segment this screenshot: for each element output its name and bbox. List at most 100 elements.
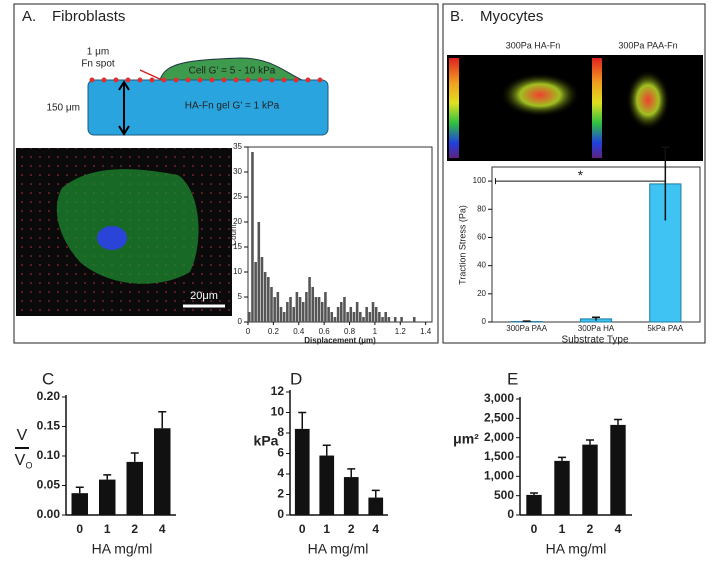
bar (526, 494, 542, 515)
histogram-bar (352, 312, 356, 322)
histogram-bar (317, 297, 321, 322)
heat-region (500, 73, 580, 117)
histogram-bar (279, 307, 283, 322)
y-tick-label: 0 (482, 317, 487, 326)
panel-a-frame (13, 3, 439, 344)
histogram-bar (336, 307, 340, 322)
y-tick-label: 60 (477, 233, 486, 242)
fn-spot (101, 77, 107, 83)
y-tick-label: 25 (233, 192, 242, 201)
histogram-bar (289, 297, 292, 322)
error-bar (158, 411, 167, 429)
x-tick-label: 4 (372, 522, 379, 536)
y-tick-label: 0 (507, 507, 514, 521)
x-tick-label: 0.8 (344, 327, 356, 336)
error-bar (103, 474, 112, 480)
histogram-bar (295, 292, 299, 322)
fn-spot (269, 77, 275, 83)
bar (71, 493, 88, 515)
scale-label: 20μm (190, 290, 218, 302)
colorbar (449, 58, 459, 158)
error-bar (130, 452, 139, 462)
y-tick-label: 500 (494, 488, 514, 502)
histogram-bar (365, 307, 368, 322)
x-tick-label: 1.2 (395, 327, 407, 336)
height-label: 150 μm (46, 103, 80, 114)
y-tick-label: 0.20 (37, 389, 61, 403)
histogram-bar (248, 312, 251, 322)
panel-label: A. (22, 8, 36, 25)
fn-spot (233, 77, 239, 83)
bar (294, 428, 310, 515)
y-tick-label: 4 (277, 466, 284, 480)
error-bar (298, 411, 307, 429)
y-tick-label: 40 (477, 261, 486, 270)
fn-spot (185, 77, 191, 83)
y-tick-label: 2 (277, 487, 284, 501)
cell-image (56, 169, 199, 284)
x-tick-label: 1.4 (420, 327, 432, 336)
y-tick-label: 30 (233, 167, 242, 176)
fn-spot (281, 77, 287, 83)
y-tick-label: 35 (233, 142, 242, 151)
histogram-bar (359, 312, 362, 322)
x-tick-label: 1 (373, 327, 378, 336)
x-axis-label: HA mg/ml (308, 541, 369, 557)
x-axis-label: HA mg/ml (92, 541, 153, 557)
panel-title: Myocytes (480, 8, 543, 25)
y-axis-label: Count (229, 224, 238, 246)
arrow-heads (118, 80, 130, 136)
y-tick-label: 12 (271, 384, 285, 398)
fn-spots (89, 77, 323, 83)
significance-bracket (494, 178, 666, 185)
gel-label: HA-Fn gel G' = 1 kPa (185, 101, 280, 112)
x-tick-label: 0.2 (268, 327, 280, 336)
x-tick-label: 0 (76, 522, 83, 536)
error-bar (347, 468, 356, 478)
histogram-bar (346, 312, 349, 322)
y-axis-label: kPa (254, 433, 279, 449)
y-label-subscript: O (25, 460, 32, 470)
error-bar (522, 320, 531, 322)
y-tick-label: 2,500 (484, 411, 514, 425)
histogram-bar (384, 312, 387, 322)
histogram-bar (400, 317, 403, 322)
spot-pointer (139, 69, 163, 81)
traction-maps: 300Pa HA-Fn 300Pa PAA-Fn (447, 40, 703, 161)
x-axis-label: Substrate Type (561, 335, 629, 346)
x-axis-label: Displacement (μm) (304, 336, 376, 345)
histogram-bar (314, 297, 318, 322)
x-tick-label: 5kPa PAA (647, 324, 684, 333)
x-tick-label: 0 (246, 327, 251, 336)
cell-label: Cell G' = 5 - 10 kPa (189, 66, 276, 77)
x-tick-label: 2 (131, 522, 138, 536)
x-tick-label: 4 (159, 522, 166, 536)
panel-label: B. (450, 8, 464, 25)
histogram-bar (371, 302, 375, 322)
y-tick-label: 0 (238, 317, 243, 326)
histogram-bar (270, 287, 273, 322)
nucleus (97, 226, 127, 250)
plot-frame (247, 146, 433, 323)
x-tick-label: 1 (559, 522, 566, 536)
histogram-bar (286, 302, 289, 322)
error-bar (558, 456, 566, 461)
y-tick-label: 20 (477, 289, 486, 298)
bar (554, 460, 570, 515)
histogram-bar (387, 317, 391, 322)
histogram-bar (349, 307, 353, 322)
y-tick-label: 10 (233, 267, 242, 276)
x-tick-label: 0.6 (319, 327, 331, 336)
error-bar (592, 316, 600, 321)
x-tick-label: 300Pa HA (578, 324, 615, 333)
fn-spot (161, 77, 167, 83)
heat-region (626, 70, 670, 130)
histogram-bar (298, 297, 302, 322)
fn-spot (317, 77, 323, 83)
y-tick-label: 0.05 (37, 478, 61, 492)
histogram-bar (393, 317, 397, 322)
fn-spot (89, 77, 95, 83)
histogram-bar (368, 312, 372, 322)
y-tick-label: 1,500 (484, 449, 514, 463)
x-tick-label: 2 (348, 522, 355, 536)
